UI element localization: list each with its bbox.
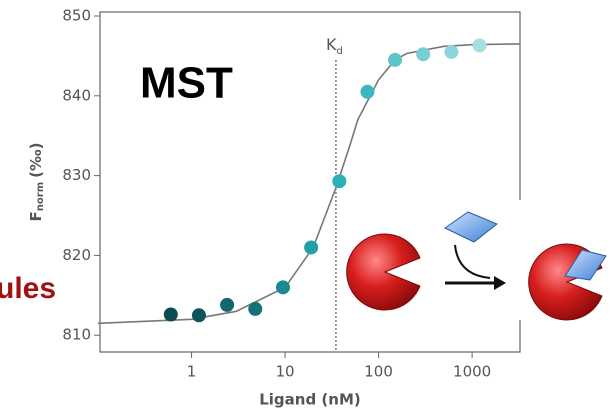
side-label: ules bbox=[0, 272, 56, 305]
kd-sub: d bbox=[337, 46, 343, 57]
data-point bbox=[275, 280, 290, 295]
data-point bbox=[163, 307, 178, 322]
data-point bbox=[472, 38, 487, 53]
y-label-unit: (‰) bbox=[27, 143, 45, 178]
x-tick-label: 1 bbox=[187, 363, 197, 381]
y-tick-label: 840 bbox=[62, 86, 91, 104]
x-axis-label: Ligand (nM) bbox=[259, 391, 361, 409]
data-point bbox=[220, 297, 235, 312]
chart-title: MST bbox=[140, 59, 233, 108]
data-point bbox=[304, 240, 319, 255]
y-tick-label: 810 bbox=[62, 326, 91, 344]
binding-diagram bbox=[346, 211, 607, 321]
kd-label: Kd bbox=[326, 35, 343, 58]
data-point bbox=[388, 52, 403, 67]
x-tick-label: 100 bbox=[364, 363, 393, 381]
data-point bbox=[360, 84, 375, 99]
plot-frame bbox=[99, 11, 521, 353]
x-tick-label: 10 bbox=[276, 363, 295, 381]
y-tick-label: 820 bbox=[62, 246, 91, 264]
y-label-main: F bbox=[27, 211, 45, 221]
data-point bbox=[191, 308, 206, 323]
fit-curve bbox=[97, 43, 520, 325]
y-label-sub: norm bbox=[35, 182, 46, 211]
data-point bbox=[332, 174, 347, 189]
x-tick-label: 1000 bbox=[453, 363, 491, 381]
y-tick-label: 850 bbox=[62, 6, 91, 24]
data-point bbox=[248, 301, 263, 316]
y-tick-label: 830 bbox=[62, 166, 91, 184]
y-axis-label: Fnorm (‰) bbox=[27, 143, 47, 222]
data-point bbox=[416, 47, 431, 62]
data-point bbox=[444, 44, 459, 59]
kd-main: K bbox=[326, 35, 337, 54]
